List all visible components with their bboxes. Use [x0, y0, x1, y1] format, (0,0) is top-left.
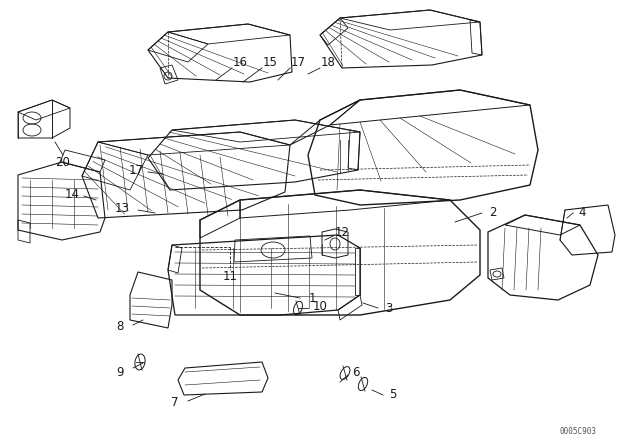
- Text: 6: 6: [352, 366, 360, 379]
- Text: 10: 10: [312, 301, 328, 314]
- Text: 13: 13: [115, 202, 129, 215]
- Text: 1: 1: [308, 292, 316, 305]
- Text: 17: 17: [129, 164, 143, 177]
- Text: 20: 20: [56, 155, 70, 168]
- Text: 8: 8: [116, 319, 124, 332]
- Text: 9: 9: [116, 366, 124, 379]
- Text: 12: 12: [335, 225, 349, 238]
- Text: 5: 5: [389, 388, 397, 401]
- Text: 0005C903: 0005C903: [560, 427, 597, 436]
- Text: 2: 2: [489, 207, 497, 220]
- Text: 3: 3: [385, 302, 393, 314]
- Text: 4: 4: [579, 207, 586, 220]
- Text: 18: 18: [321, 56, 335, 69]
- Text: 7: 7: [172, 396, 179, 409]
- Text: 11: 11: [223, 270, 237, 283]
- Text: 16: 16: [232, 56, 248, 69]
- Text: 15: 15: [262, 56, 277, 69]
- Text: 17: 17: [291, 56, 305, 69]
- Text: 14: 14: [65, 189, 79, 202]
